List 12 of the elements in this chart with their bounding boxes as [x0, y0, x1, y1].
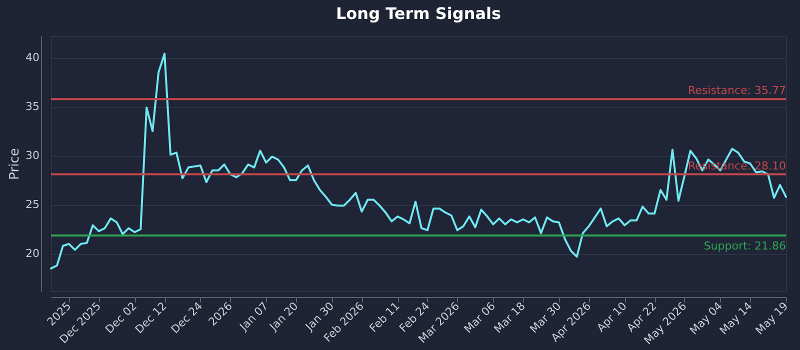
y-tick-label: 40 — [26, 51, 40, 64]
y-tick-label: 20 — [26, 247, 40, 260]
x-tick-label: Apr 10 — [594, 300, 630, 335]
y-tick-label: 30 — [26, 149, 40, 162]
y-tick-label: 25 — [26, 198, 40, 212]
chart-title: Long Term Signals — [336, 4, 502, 23]
ref-line-label: Support: 21.86 — [704, 239, 786, 252]
x-tick-label: Dec 24 — [168, 300, 206, 336]
y-axis-title: Price — [8, 148, 23, 180]
line-series — [50, 52, 787, 270]
y-tick-label: 35 — [26, 100, 40, 114]
ref-line-label: Resistance: 35.77 — [688, 84, 786, 98]
